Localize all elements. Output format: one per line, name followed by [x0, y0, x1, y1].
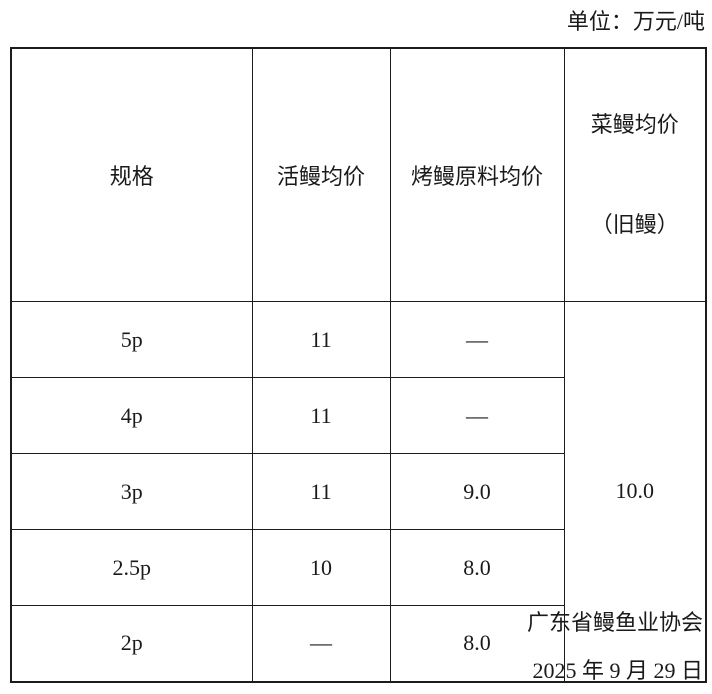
- col-header-live-eel-avg-price: 活鳗均价: [251, 47, 391, 302]
- col-header-spec: 规格: [10, 47, 253, 302]
- col-header-cai-eel-avg-price: 菜鳗均价 （旧鳗）: [563, 47, 707, 302]
- col-header-cai-line2: （旧鳗）: [590, 212, 679, 237]
- roast-raw-avg-cell: 8.0: [389, 605, 565, 682]
- spec-cell: 2.5p: [10, 529, 253, 606]
- col-header-cai-line1: 菜鳗均价: [590, 112, 679, 137]
- spec-cell: 3p: [10, 453, 253, 530]
- table-row: 2p — 8.0: [10, 605, 706, 682]
- unit-label: 单位：万元/吨: [566, 9, 705, 34]
- table-row: 3p 11 9.0: [10, 453, 706, 530]
- roast-raw-avg-cell: —: [389, 301, 565, 378]
- cai-eel-merged-cell: 10.0: [563, 301, 707, 682]
- table-row: 5p 11 — 10.0: [10, 301, 707, 682]
- live-avg-cell: 10: [251, 529, 391, 606]
- roast-raw-avg-cell: 9.0: [389, 453, 565, 530]
- spec-cell: 4p: [10, 377, 253, 454]
- col-header-roast-eel-raw-avg-price: 烤鳗原料均价: [389, 47, 565, 302]
- live-avg-cell: —: [251, 605, 391, 682]
- roast-raw-avg-cell: 8.0: [389, 529, 565, 606]
- roast-raw-avg-cell: —: [389, 377, 565, 454]
- association-name: 广东省鳗鱼业协会: [526, 610, 703, 635]
- header-row: 规格 活鳗均价 烤鳗原料均价 菜鳗均价 （旧鳗）: [10, 47, 707, 302]
- live-avg-cell: 11: [251, 377, 391, 454]
- report-date: 2025 年 9 月 29 日: [532, 658, 703, 683]
- live-avg-cell: 11: [251, 453, 391, 530]
- table-row: 4p 11 —: [10, 377, 706, 454]
- table-row: 2.5p 10 8.0: [10, 529, 706, 606]
- spec-cell: 2p: [10, 605, 253, 682]
- live-avg-cell: 11: [251, 301, 391, 378]
- spec-cell: 5p: [10, 301, 253, 378]
- eel-price-table: 规格 活鳗均价 烤鳗原料均价 菜鳗均价 （旧鳗） 5p 11 — 10.0 4p…: [10, 47, 707, 683]
